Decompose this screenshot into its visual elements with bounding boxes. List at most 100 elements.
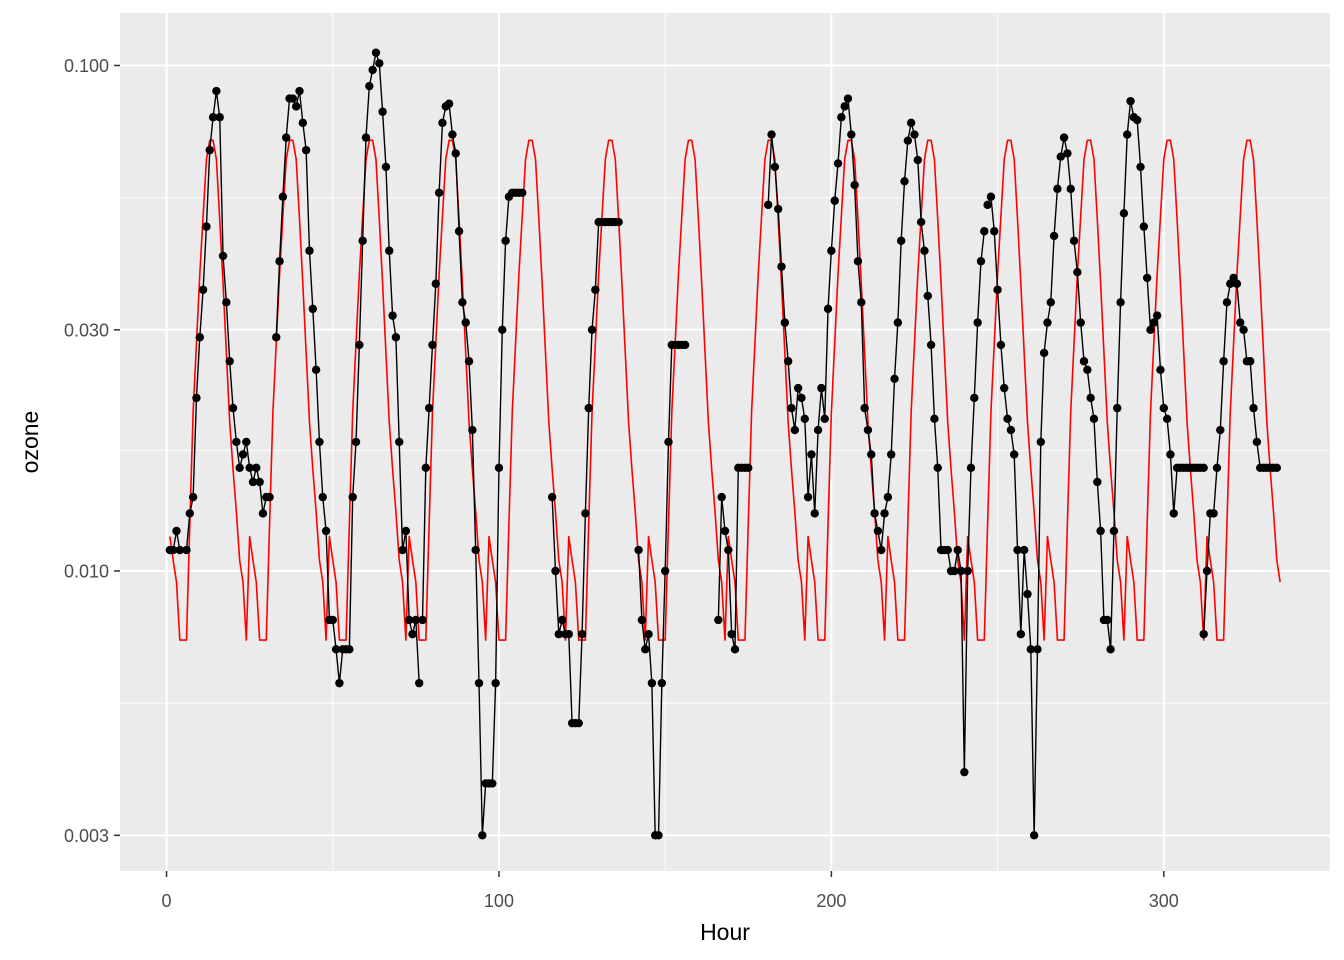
observed-point	[1239, 325, 1248, 334]
observed-point	[900, 177, 909, 186]
observed-point	[182, 545, 191, 555]
observed-point	[468, 425, 477, 435]
observed-point	[1249, 403, 1258, 413]
observed-point	[1076, 318, 1085, 327]
observed-point	[298, 118, 308, 128]
observed-point	[980, 227, 989, 236]
observed-point	[877, 545, 886, 555]
observed-point	[773, 204, 783, 214]
observed-point	[1199, 463, 1208, 473]
observed-point	[1003, 414, 1012, 424]
observed-point	[551, 566, 560, 576]
observed-point	[853, 257, 863, 266]
y-tick-label: 0.100	[64, 56, 109, 76]
observed-point	[807, 450, 816, 459]
observed-point	[1006, 425, 1016, 435]
observed-point	[727, 629, 736, 639]
observed-point	[657, 678, 667, 688]
observed-point	[385, 246, 394, 255]
observed-point	[518, 188, 527, 197]
observed-point	[1123, 130, 1132, 139]
observed-point	[391, 333, 401, 342]
observed-point	[973, 318, 982, 327]
x-axis-title: Hour	[700, 919, 750, 945]
observed-point	[880, 509, 889, 518]
fitted-line	[169, 139, 1281, 641]
observed-point	[547, 492, 557, 502]
observed-point	[272, 333, 281, 342]
observed-point	[232, 437, 241, 447]
observed-point	[1136, 162, 1145, 172]
observed-point	[222, 298, 231, 307]
observed-point	[295, 86, 304, 96]
observed-point	[368, 65, 377, 75]
observed-point	[983, 200, 992, 210]
observed-point	[1069, 236, 1079, 245]
observed-point	[837, 113, 846, 122]
observed-point	[1086, 393, 1095, 403]
observed-point	[192, 393, 201, 403]
observed-point	[644, 629, 653, 639]
plot-panel	[120, 13, 1330, 871]
observed-point	[591, 285, 600, 294]
observed-point	[451, 149, 460, 158]
observed-point	[331, 645, 341, 654]
observed-point	[1156, 365, 1165, 375]
observed-point	[584, 403, 593, 413]
observed-point	[1010, 450, 1019, 459]
observed-point	[1166, 450, 1175, 459]
observed-point	[1162, 414, 1172, 424]
observed-point	[424, 403, 434, 413]
observed-point	[714, 615, 723, 625]
observed-point	[810, 509, 819, 518]
observed-point	[793, 383, 803, 393]
observed-point	[1272, 463, 1282, 473]
x-tick-label: 100	[484, 891, 514, 911]
observed-point	[783, 357, 793, 366]
observed-point	[1046, 298, 1055, 307]
observed-point	[916, 217, 926, 227]
observed-point	[1036, 437, 1046, 447]
observed-point	[275, 257, 284, 266]
observed-point	[1222, 298, 1232, 307]
observed-point	[378, 107, 387, 116]
observed-point	[321, 526, 331, 536]
observed-point	[780, 318, 790, 327]
observed-point	[943, 545, 952, 555]
observed-point	[1000, 383, 1009, 393]
observed-point	[857, 298, 866, 307]
observed-point	[554, 629, 563, 639]
observed-point	[777, 262, 786, 271]
observed-point	[405, 615, 414, 625]
observed-point	[1212, 463, 1222, 473]
observed-point	[1236, 318, 1245, 327]
observed-point	[800, 414, 809, 424]
observed-point	[1149, 318, 1159, 327]
observed-point	[311, 365, 321, 375]
observed-point	[896, 236, 906, 245]
x-tick-label: 300	[1149, 891, 1179, 911]
observed-point	[887, 450, 896, 459]
observed-point	[428, 340, 437, 350]
observed-point	[680, 340, 690, 350]
observed-point	[1106, 645, 1115, 654]
y-tick-label: 0.030	[64, 320, 109, 340]
observed-point	[587, 325, 597, 334]
observed-point	[188, 492, 198, 502]
observed-point	[830, 196, 839, 205]
observed-point	[1026, 645, 1036, 654]
observed-point	[953, 545, 962, 555]
observed-point	[654, 831, 663, 840]
observed-point	[494, 463, 504, 473]
minor-gridlines	[120, 13, 1330, 871]
observed-point	[408, 629, 417, 639]
observed-point	[398, 545, 407, 555]
observed-point	[242, 437, 251, 447]
y-tick-label: 0.010	[64, 561, 109, 581]
observed-point	[1133, 115, 1142, 125]
observed-point	[1083, 365, 1092, 375]
observed-point	[970, 393, 979, 403]
observed-point	[1059, 133, 1069, 142]
observed-point	[724, 545, 733, 555]
